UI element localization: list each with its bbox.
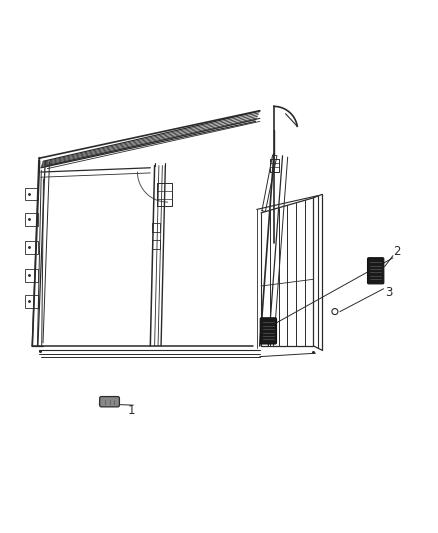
FancyBboxPatch shape: [367, 257, 384, 284]
Text: 1: 1: [127, 404, 135, 417]
FancyBboxPatch shape: [260, 318, 276, 344]
Bar: [25, 241, 38, 254]
Bar: [25, 213, 38, 226]
Bar: [25, 295, 38, 308]
Bar: [25, 188, 38, 200]
FancyBboxPatch shape: [100, 397, 120, 407]
Bar: [25, 269, 38, 282]
Text: 2: 2: [393, 245, 401, 258]
Text: 3: 3: [385, 286, 392, 299]
